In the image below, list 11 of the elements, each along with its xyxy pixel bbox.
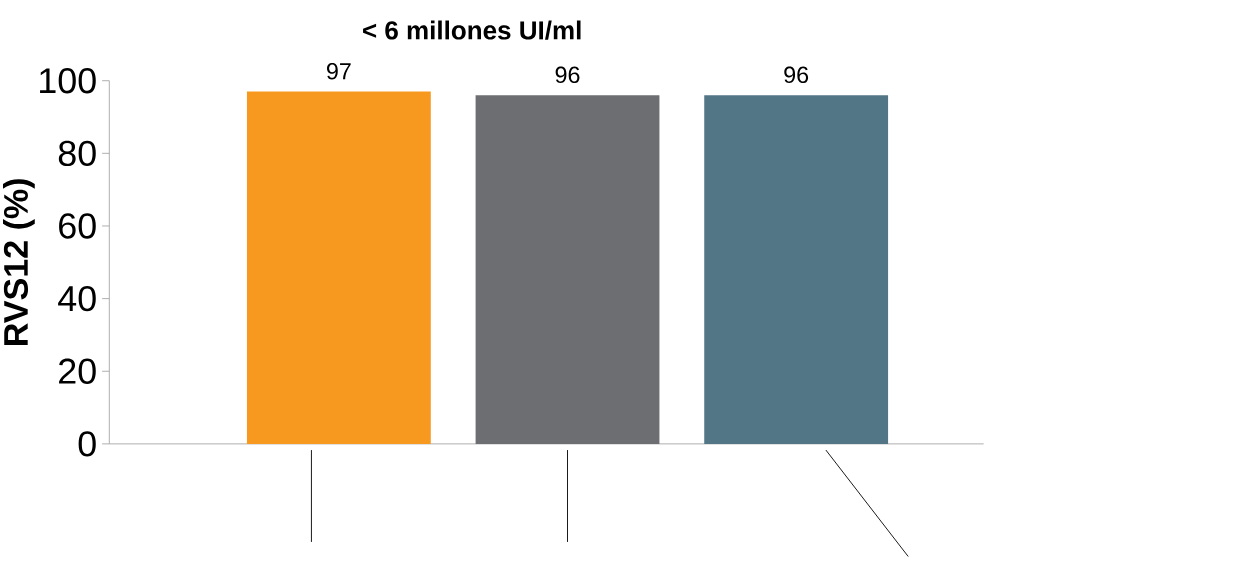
chart-title: < 6 millones UI/ml <box>363 20 581 40</box>
y-axis-title: RVS12 (%) <box>2 178 35 345</box>
y-tick-label: 100 <box>40 67 96 94</box>
data-label: 96 <box>784 66 809 83</box>
y-tick-label: 80 <box>58 140 96 166</box>
y-tick-label: 20 <box>59 358 96 384</box>
y-tick-label: 40 <box>58 285 96 312</box>
data-label: 96 <box>555 66 580 83</box>
y-tick-label: 0 <box>78 431 96 457</box>
y-tick-label: 60 <box>59 213 96 239</box>
data-label: 97 <box>327 62 351 80</box>
